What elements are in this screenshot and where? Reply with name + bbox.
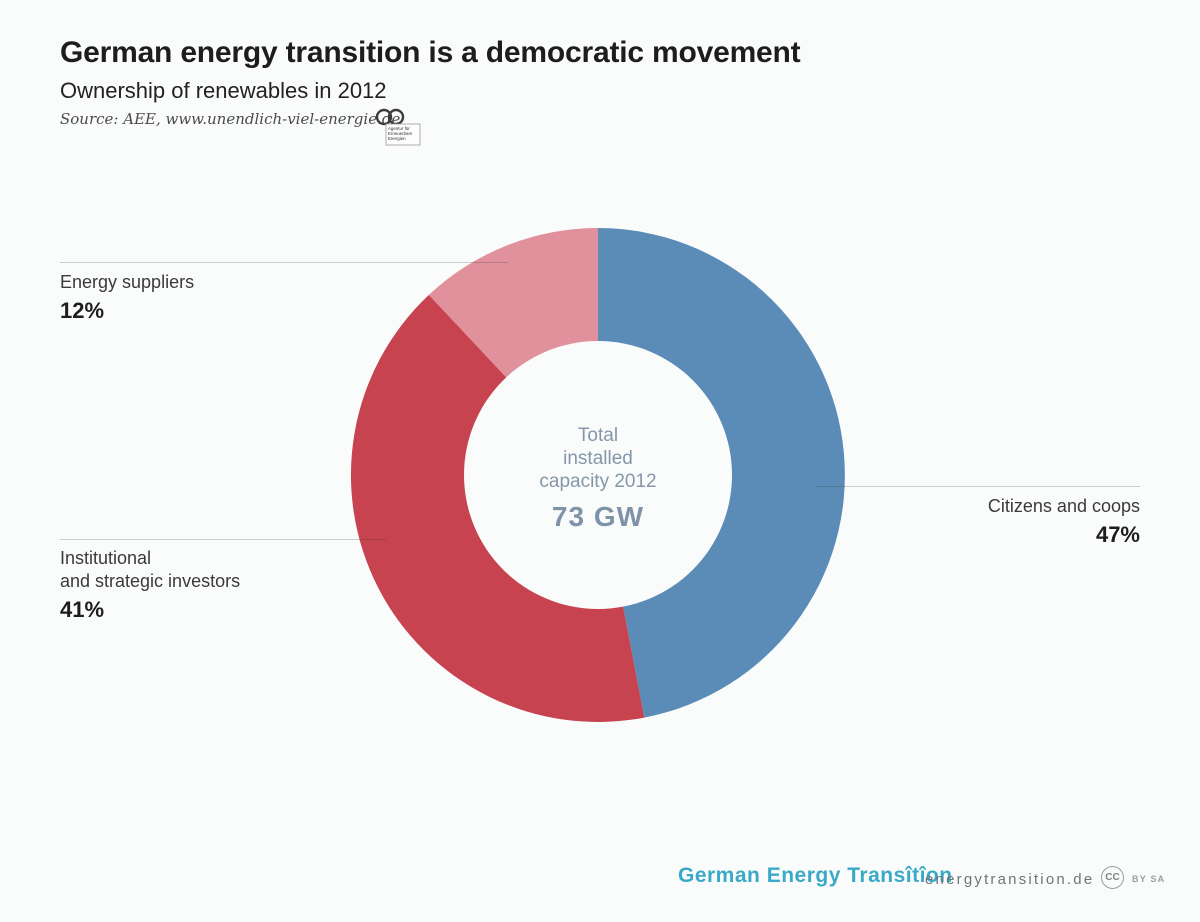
aee-logo-text-line2: Erneuerbare [388,131,413,136]
callout-energy-pct: 12% [60,298,105,323]
aee-logo: Agentur für Erneuerbare Energien [375,108,425,153]
aee-logo-box [385,123,421,146]
brand-logo: German Energy Transîtîon [678,864,953,887]
donut-center-label: Total installed capacity 2012 73 GW [448,424,748,533]
callout-institutional: Institutional and strategic investors 41… [60,547,240,623]
center-total-value: 73 GW [551,501,645,532]
aee-logo-text-line3: Energien [388,136,406,141]
callout-institutional-pct: 41% [60,597,105,622]
aee-logo-ring-left [375,108,393,126]
center-label-line1: Total [577,425,619,446]
source-note[interactable]: Source: AEE, www.unendlich-viel-energie.… [60,110,401,128]
page-subtitle: Ownership of renewables in 2012 [60,78,387,103]
page-title: German energy transition is a democratic… [60,36,801,69]
leader-line-energy-suppliers [60,262,508,263]
callout-citizens-label: Citizens and coops [987,496,1140,516]
callout-energy-label: Energy suppliers [60,272,195,292]
callout-institutional-label-line1: Institutional [60,548,152,568]
cc-by-sa-label: BY SA [1132,874,1166,884]
aee-logo-text-line1: Agentur für [388,126,410,131]
center-label-line2: installed [563,448,633,469]
leader-line-institutional [60,539,386,540]
cc-icon: CC [1101,866,1124,889]
callout-institutional-label-line2: and strategic investors [60,571,241,591]
website-link[interactable]: energytransition.de [925,871,1095,888]
aee-logo-graphic: Agentur für Erneuerbare Energien [375,108,421,146]
callout-citizens: Citizens and coops 47% [988,495,1140,548]
donut-hole [464,341,732,609]
center-label-line3: capacity 2012 [539,471,657,492]
leader-line-citizens [815,486,1140,487]
callout-energy-suppliers: Energy suppliers 12% [60,271,194,324]
callout-citizens-pct: 47% [1095,522,1140,547]
